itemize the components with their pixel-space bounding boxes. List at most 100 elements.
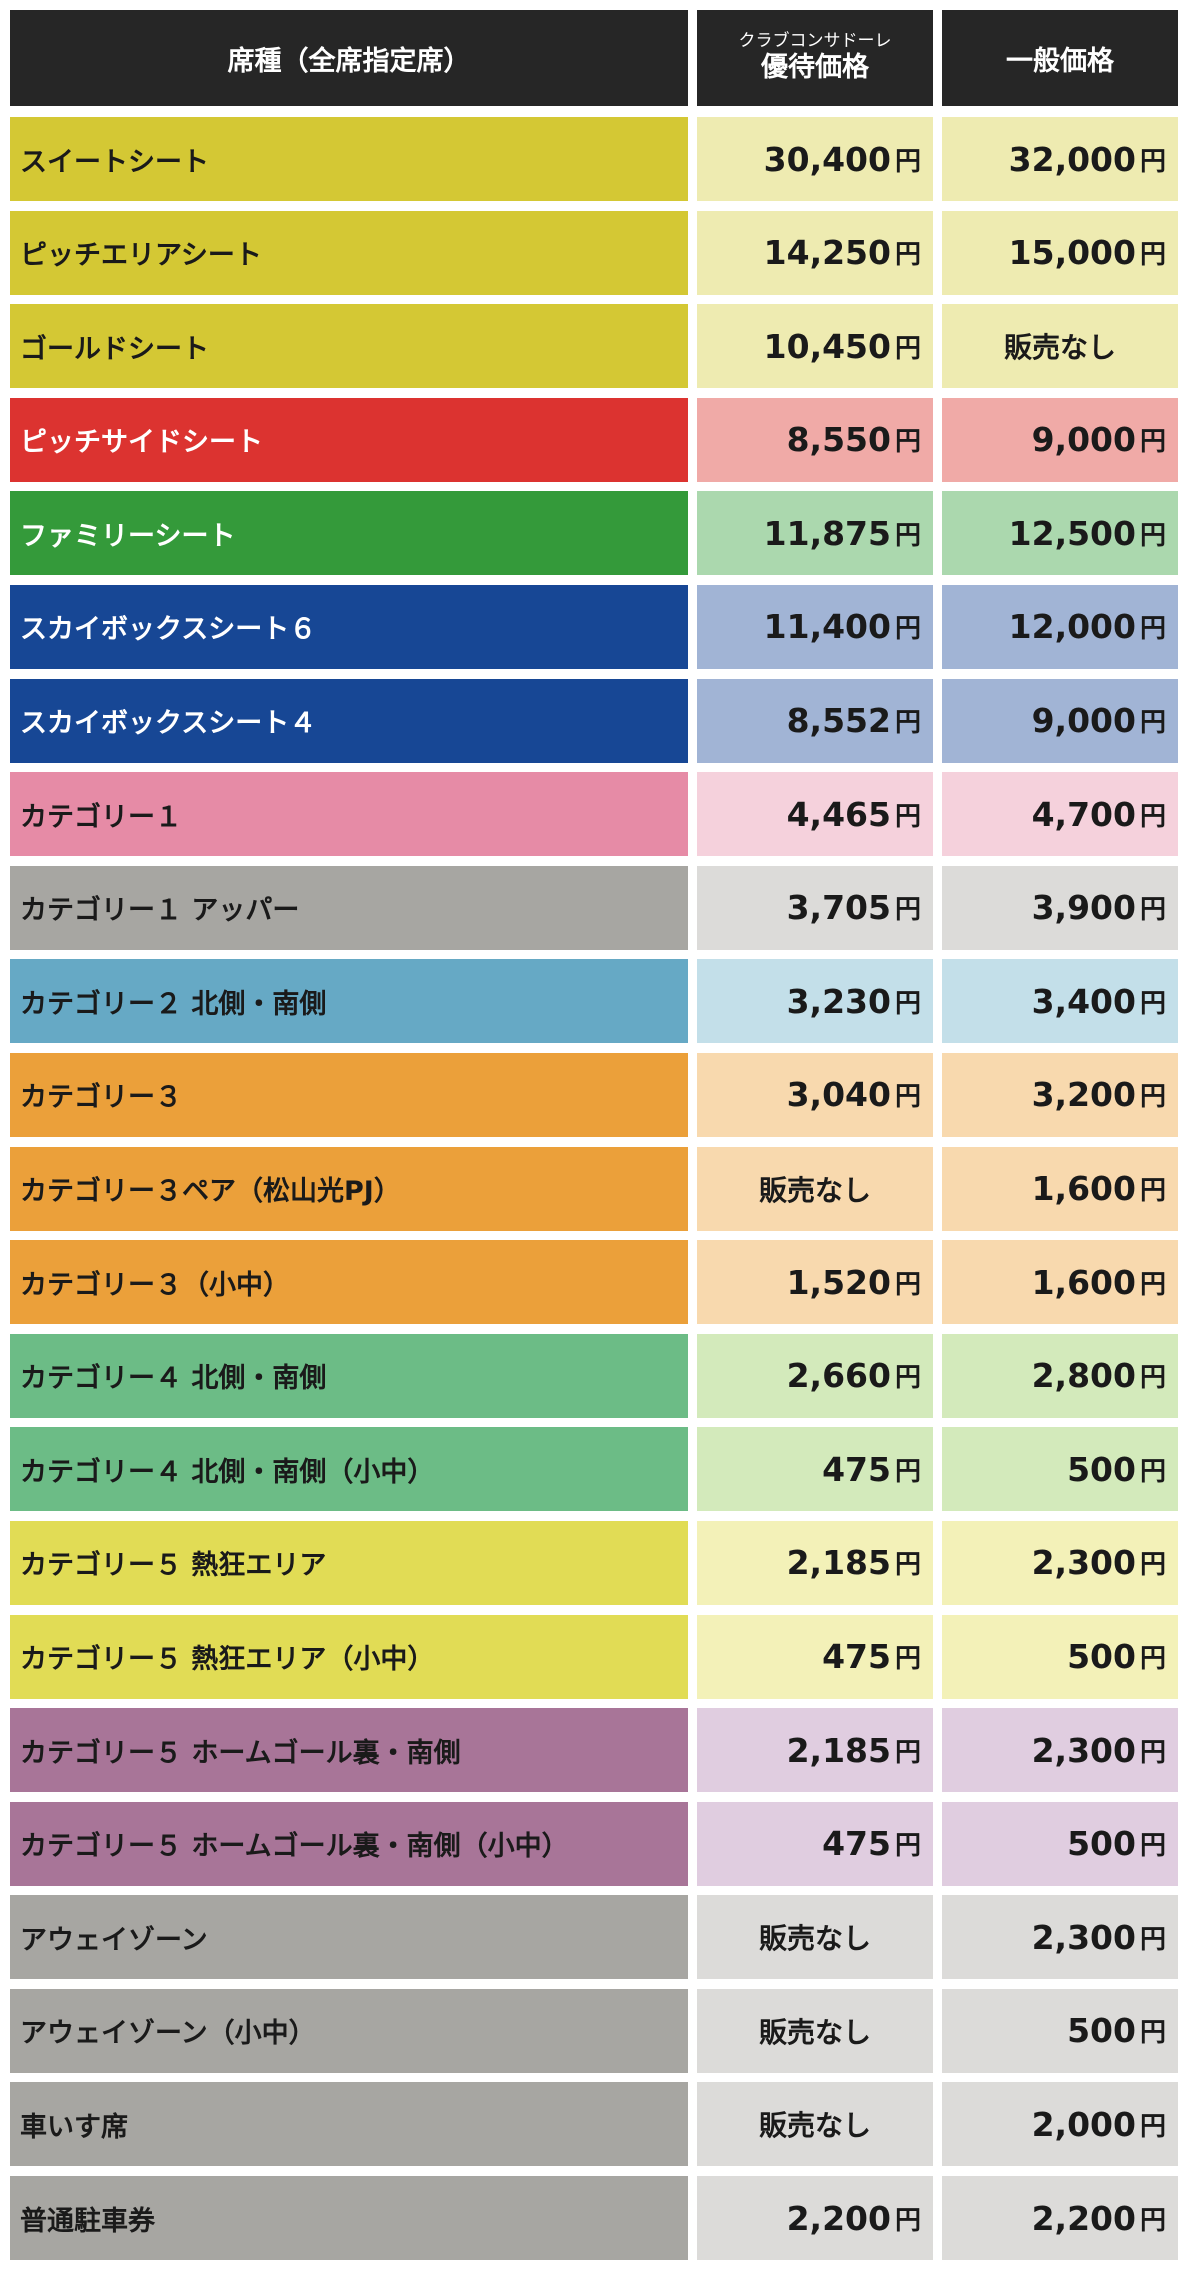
table-row: カテゴリー５ ホームゴール裏・南側 2,185 円 2,300 円: [10, 1708, 1178, 1793]
seat-type-cell: 車いす席: [10, 2082, 688, 2167]
member-price-cell: 4,465 円: [697, 772, 933, 857]
yen-unit: 円: [1139, 1082, 1166, 1113]
general-price-value: 12,000: [1008, 607, 1136, 647]
yen-unit: 円: [1139, 1737, 1166, 1768]
member-price-value: 4,465: [786, 794, 891, 834]
general-price-value: 2,000: [1031, 2104, 1136, 2144]
yen-unit: 円: [894, 614, 921, 645]
table-row: アウェイゾーン（小中） 販売なし 500 円: [10, 1988, 1178, 2073]
general-price-cell: 1,600 円: [942, 1146, 1178, 1231]
seat-type-cell: ピッチエリアシート: [10, 210, 688, 295]
seat-type-cell: カテゴリー４ 北側・南側: [10, 1333, 688, 1418]
member-price-value: 475: [822, 1449, 891, 1489]
yen-unit: 円: [894, 427, 921, 458]
table-row: 普通駐車券 2,200 円 2,200 円: [10, 2176, 1178, 2261]
table-body: スイートシート 30,400 円 32,000 円ピッチエリアシート 14,250 円 15,…: [10, 117, 1178, 2261]
seat-type-cell: カテゴリー５ ホームゴール裏・南側: [10, 1708, 688, 1793]
seat-type-cell: カテゴリー３ペア（松山光PJ）: [10, 1146, 688, 1231]
member-price-cell: 販売なし: [697, 1988, 933, 2073]
yen-unit: 円: [894, 1269, 921, 1300]
seat-type-cell: カテゴリー４ 北側・南側（小中）: [10, 1427, 688, 1512]
yen-unit: 円: [1139, 801, 1166, 832]
yen-unit: 円: [894, 2205, 921, 2236]
yen-unit: 円: [1139, 1550, 1166, 1581]
seat-type-cell: カテゴリー３: [10, 1052, 688, 1137]
member-price-value: 2,660: [786, 1356, 891, 1396]
table-row: カテゴリー５ 熱狂エリア 2,185 円 2,300 円: [10, 1520, 1178, 1605]
member-price-cell: 475 円: [697, 1614, 933, 1699]
yen-unit: 円: [1139, 1363, 1166, 1394]
general-price-cell: 500 円: [942, 1427, 1178, 1512]
general-price-cell: 500 円: [942, 1988, 1178, 2073]
table-row: カテゴリー１ アッパー 3,705 円 3,900 円: [10, 865, 1178, 950]
yen-unit: 円: [1139, 1924, 1166, 1955]
member-price-cell: 11,875 円: [697, 491, 933, 576]
table-row: カテゴリー４ 北側・南側 2,660 円 2,800 円: [10, 1333, 1178, 1418]
general-price-value: 2,300: [1031, 1730, 1136, 1770]
table-row: カテゴリー３ペア（松山光PJ） 販売なし 1,600 円: [10, 1146, 1178, 1231]
general-price-cell: 2,300 円: [942, 1708, 1178, 1793]
yen-unit: 円: [894, 1456, 921, 1487]
member-price-header: クラブコンサドーレ 優待価格: [697, 10, 933, 106]
table-row: カテゴリー５ ホームゴール裏・南側（小中） 475 円 500 円: [10, 1801, 1178, 1886]
member-price-cell: 3,040 円: [697, 1052, 933, 1137]
general-price-value: 500: [1067, 2011, 1136, 2051]
table-row: カテゴリー５ 熱狂エリア（小中） 475 円 500 円: [10, 1614, 1178, 1699]
yen-unit: 円: [1139, 1269, 1166, 1300]
member-price-value: 2,200: [786, 2198, 891, 2238]
seat-type-header-label: 席種（全席指定席）: [227, 45, 471, 77]
member-price-value: 11,875: [763, 513, 891, 553]
member-price-cell: 1,520 円: [697, 1240, 933, 1325]
member-price-value: 8,552: [786, 701, 891, 741]
member-price-value: 11,400: [763, 607, 891, 647]
table-row: ピッチエリアシート 14,250 円 15,000 円: [10, 210, 1178, 295]
seat-type-cell: カテゴリー３（小中）: [10, 1240, 688, 1325]
general-price-cell: 販売なし: [942, 304, 1178, 389]
table-row: アウェイゾーン 販売なし 2,300 円: [10, 1895, 1178, 1980]
yen-unit: 円: [894, 146, 921, 177]
member-price-cell: 30,400 円: [697, 117, 933, 201]
yen-unit: 円: [894, 988, 921, 1019]
yen-unit: 円: [1139, 1644, 1166, 1674]
yen-unit: 円: [1139, 520, 1166, 551]
member-price-value: 1,520: [786, 1262, 891, 1302]
yen-unit: 円: [894, 1082, 921, 1113]
general-price-cell: 2,200 円: [942, 2176, 1178, 2261]
yen-unit: 円: [894, 1831, 921, 1862]
yen-unit: 円: [894, 240, 921, 271]
general-price-value: 12,500: [1008, 513, 1136, 553]
member-price-value: 475: [822, 1824, 891, 1864]
member-price-cell: 475 円: [697, 1801, 933, 1886]
general-price-header-label: 一般価格: [1006, 45, 1114, 77]
yen-unit: 円: [1139, 427, 1166, 458]
seat-type-cell: ゴールドシート: [10, 304, 688, 389]
member-price-value: 30,400: [763, 139, 891, 179]
general-price-cell: 2,800 円: [942, 1333, 1178, 1418]
member-price-cell: 販売なし: [697, 2082, 933, 2167]
seat-type-cell: アウェイゾーン（小中）: [10, 1988, 688, 2073]
member-price-value: 3,230: [786, 981, 891, 1021]
yen-unit: 円: [1139, 988, 1166, 1019]
yen-unit: 円: [1139, 614, 1166, 645]
member-price-value: 8,550: [786, 420, 891, 460]
general-price-value: 3,200: [1031, 1075, 1136, 1115]
seat-type-cell: カテゴリー５ ホームゴール裏・南側（小中）: [10, 1801, 688, 1886]
yen-unit: 円: [1139, 1456, 1166, 1487]
yen-unit: 円: [1139, 240, 1166, 271]
seat-type-cell: カテゴリー２ 北側・南側: [10, 959, 688, 1044]
yen-unit: 円: [894, 1737, 921, 1768]
table-row: スカイボックスシート６ 11,400 円 12,000 円: [10, 584, 1178, 669]
member-price-value: 3,705: [786, 888, 891, 928]
member-price-value: 2,185: [786, 1543, 891, 1583]
general-price-cell: 2,300 円: [942, 1895, 1178, 1980]
member-price-value: 10,450: [763, 326, 891, 366]
general-price-cell: 500 円: [942, 1614, 1178, 1699]
general-price-value: 2,300: [1031, 1543, 1136, 1583]
yen-unit: 円: [1139, 146, 1166, 177]
general-price-cell: 2,300 円: [942, 1520, 1178, 1605]
member-price-cell: 2,185 円: [697, 1520, 933, 1605]
general-price-cell: 32,000 円: [942, 117, 1178, 201]
yen-unit: 円: [1139, 1176, 1166, 1207]
yen-unit: 円: [894, 708, 921, 739]
seat-type-cell: カテゴリー５ 熱狂エリア: [10, 1520, 688, 1605]
